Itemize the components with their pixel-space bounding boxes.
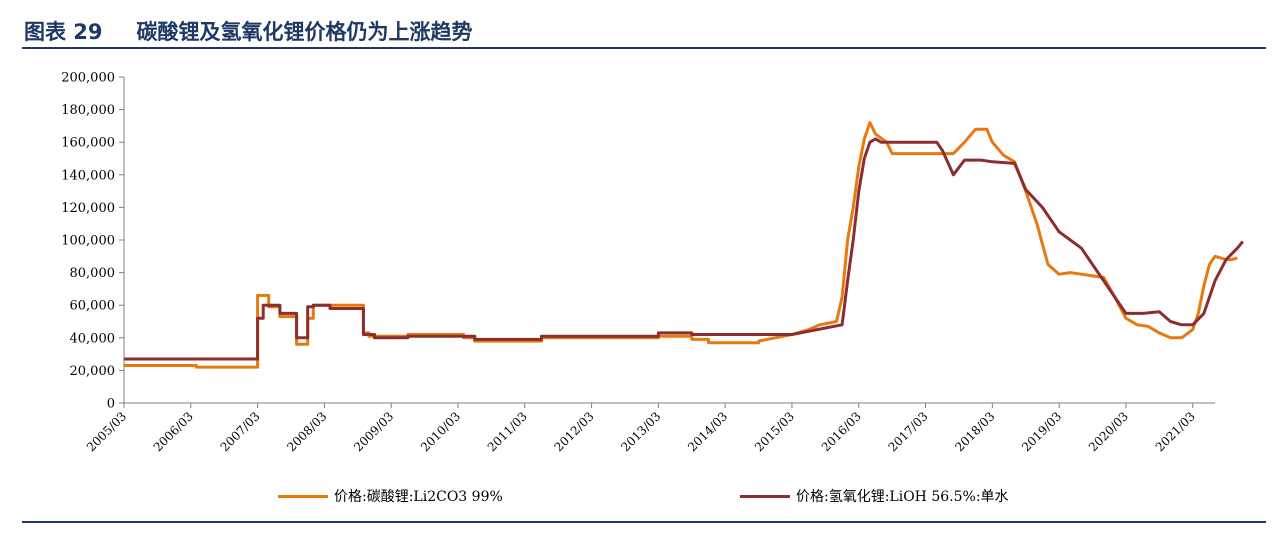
legend-swatch-lioh — [740, 494, 790, 498]
y-tick-label: 80,000 — [70, 266, 116, 281]
y-tick-label: 100,000 — [61, 234, 115, 249]
x-tick-label: 2015/03 — [752, 409, 797, 454]
x-tick-label: 2017/03 — [886, 409, 931, 454]
x-tick-label: 2020/03 — [1086, 409, 1131, 454]
x-tick-label: 2006/03 — [151, 409, 196, 454]
x-tick-label: 2008/03 — [284, 409, 329, 454]
figure-number: 图表 29 — [24, 20, 103, 44]
y-tick-label: 60,000 — [70, 299, 116, 314]
y-tick-label: 20,000 — [70, 364, 116, 379]
x-tick-label: 2007/03 — [218, 409, 263, 454]
figure-caption: 碳酸锂及氢氧化锂价格仍为上涨趋势 — [136, 20, 473, 44]
x-tick-label: 2016/03 — [819, 409, 864, 454]
top-rule — [22, 47, 1266, 49]
x-tick-label: 2018/03 — [952, 409, 997, 454]
legend-swatch-li2co3 — [278, 494, 328, 498]
y-tick-label: 40,000 — [70, 331, 116, 346]
x-tick-label: 2009/03 — [351, 409, 396, 454]
series-line-li2co3 — [124, 121, 1238, 369]
x-tick-label: 2013/03 — [618, 409, 663, 454]
bottom-rule — [22, 521, 1266, 523]
y-tick-label: 140,000 — [61, 168, 115, 183]
y-tick-label: 0 — [107, 397, 115, 412]
y-axis: 0 20,000 40,000 60,000 80,000 100,000 120,000 1… — [61, 71, 125, 412]
x-tick-label: 2011/03 — [485, 409, 530, 454]
series-line-lioh — [124, 137, 1244, 361]
x-tick-label: 2019/03 — [1019, 409, 1064, 454]
x-axis: 2005/03 2006/03 2007/03 2008/03 2009/03 2010/… — [84, 402, 1215, 454]
x-tick-label: 2005/03 — [84, 409, 129, 454]
x-tick-label: 2012/03 — [552, 409, 597, 454]
x-tick-label: 2021/03 — [1153, 409, 1198, 454]
y-tick-label: 120,000 — [61, 201, 115, 216]
legend-item-li2co3: 价格:碳酸锂:Li2CO3 99% — [278, 486, 503, 506]
series-layer — [124, 121, 1244, 369]
x-tick-label: 2014/03 — [685, 409, 730, 454]
x-tick-label: 2010/03 — [418, 409, 463, 454]
y-tick-label: 180,000 — [61, 103, 115, 118]
legend-label-li2co3: 价格:碳酸锂:Li2CO3 99% — [334, 489, 503, 505]
legend-label-lioh: 价格:氢氧化锂:LiOH 56.5%:单水 — [796, 489, 1009, 505]
legend-item-lioh: 价格:氢氧化锂:LiOH 56.5%:单水 — [740, 486, 1009, 506]
y-tick-label: 200,000 — [61, 71, 115, 86]
y-tick-label: 160,000 — [61, 136, 115, 151]
figure-title: 图表 29 碳酸锂及氢氧化锂价格仍为上涨趋势 — [24, 16, 473, 46]
